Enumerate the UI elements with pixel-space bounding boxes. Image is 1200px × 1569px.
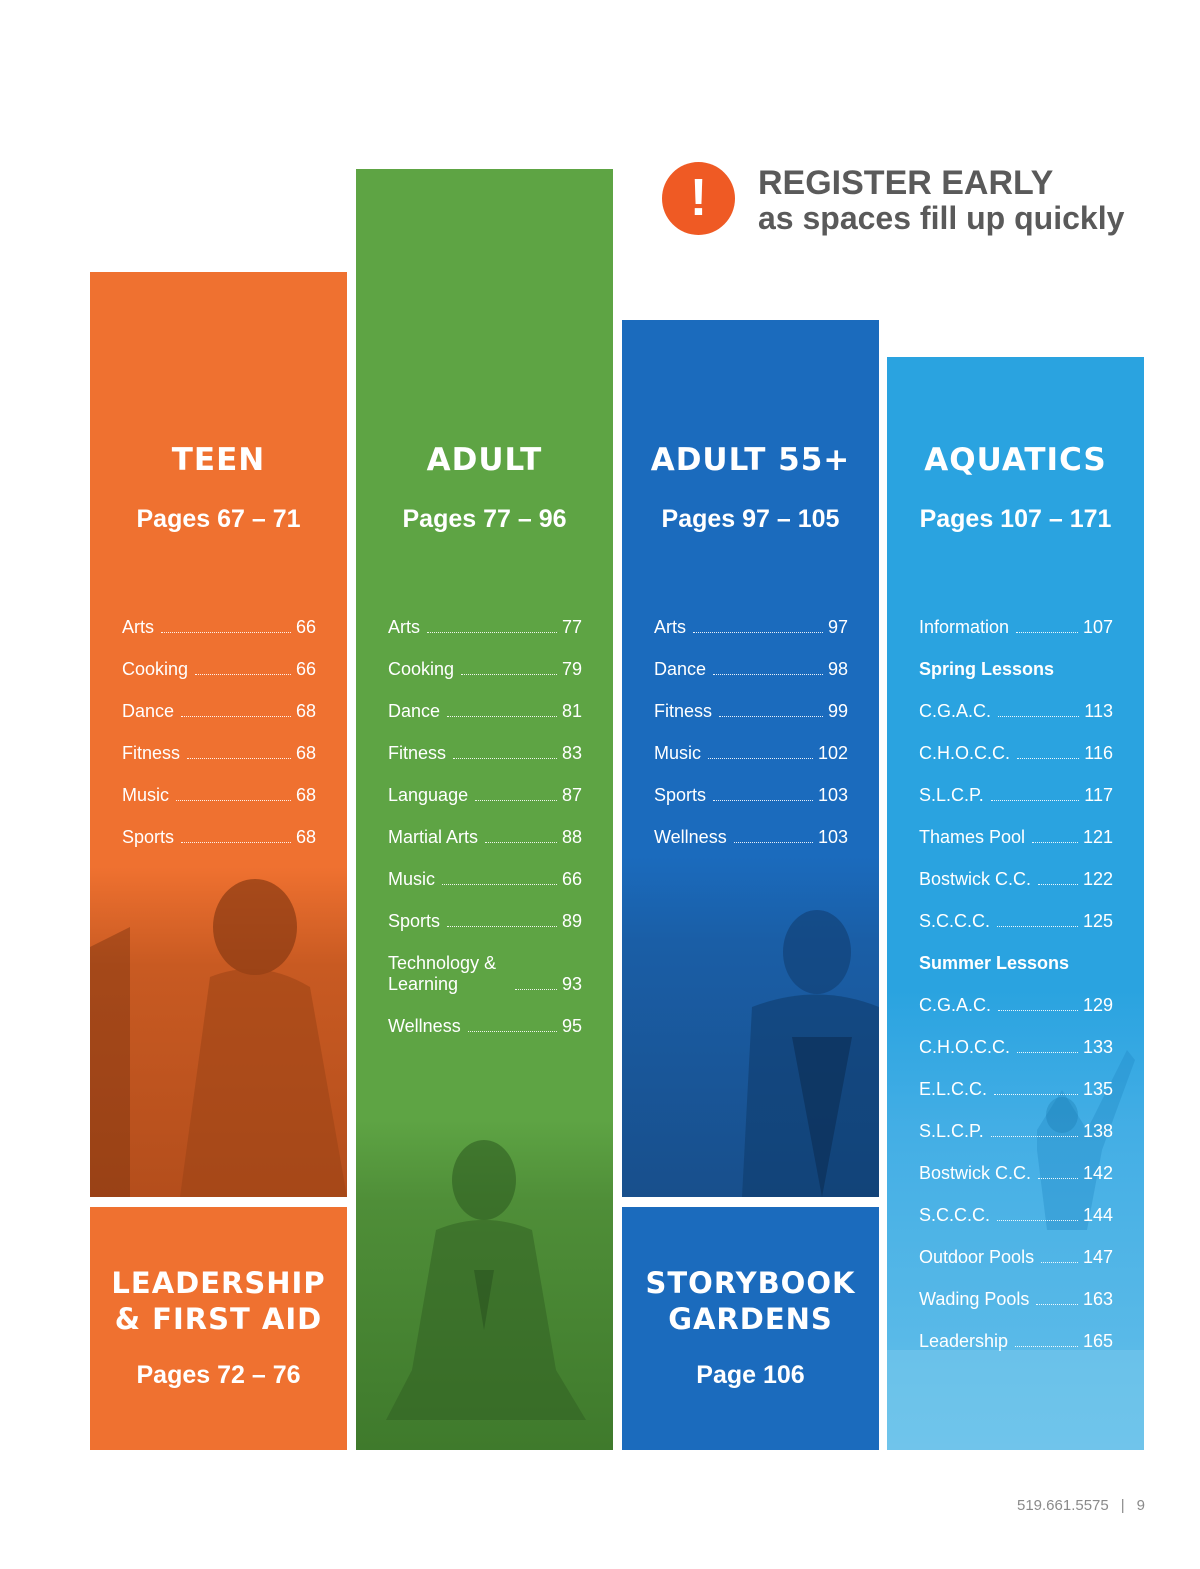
toc-item[interactable]: Dance 81 bbox=[388, 701, 582, 721]
aquatics-column: AQUATICS Pages 107 – 171 Information 107 … bbox=[887, 357, 1144, 1450]
toc-item[interactable]: C.H.O.C.C. 133 bbox=[919, 1037, 1113, 1057]
adult55-title: ADULT 55+ bbox=[650, 442, 851, 478]
toc-item[interactable]: Bostwick C.C. 122 bbox=[919, 869, 1113, 889]
adult-column: ADULT Pages 77 – 96 Arts 77 Cooking 79 Dan… bbox=[356, 169, 613, 1450]
storybook-gardens-box[interactable]: STORYBOOK GARDENS Page 106 bbox=[622, 1207, 879, 1450]
toc-item[interactable]: Music 102 bbox=[654, 743, 848, 763]
teen-toc: Arts 66 Cooking 66 Dance 68 Fitness 68 Music… bbox=[122, 596, 316, 848]
toc-item[interactable]: Arts 66 bbox=[122, 617, 316, 637]
aquatics-pages: Pages 107 – 171 bbox=[919, 505, 1112, 533]
toc-item[interactable]: Arts 97 bbox=[654, 617, 848, 637]
toc-item[interactable]: Sports 89 bbox=[388, 911, 582, 931]
adult55-figure-silhouette bbox=[742, 910, 879, 1197]
toc-item[interactable]: Bostwick C.C. 142 bbox=[919, 1163, 1113, 1183]
toc-item[interactable]: S.C.C.C. 125 bbox=[919, 911, 1113, 931]
toc-item[interactable]: Thames Pool 121 bbox=[919, 827, 1113, 847]
adult55-photo bbox=[622, 857, 879, 1197]
aquatics-toc: Information 107 Spring Lessons C.G.A.C. 11… bbox=[919, 596, 1113, 1352]
spring-lessons-heading: Spring Lessons bbox=[919, 659, 1055, 679]
leadership-first-aid-box[interactable]: LEADERSHIP & FIRST AID Pages 72 – 76 bbox=[90, 1207, 347, 1450]
register-early-notice: ! REGISTER EARLY as spaces fill up quick… bbox=[662, 162, 1162, 242]
storybook-pages: Page 106 bbox=[696, 1361, 805, 1389]
toc-item[interactable]: Wellness 95 bbox=[388, 1016, 582, 1036]
notice-heading: REGISTER EARLY bbox=[758, 164, 1054, 202]
toc-item[interactable]: S.L.C.P. 117 bbox=[919, 785, 1113, 805]
toc-item[interactable]: C.H.O.C.C. 116 bbox=[919, 743, 1113, 763]
toc-item[interactable]: C.G.A.C. 113 bbox=[919, 701, 1113, 721]
toc-item[interactable]: Martial Arts 88 bbox=[388, 827, 582, 847]
toc-item[interactable]: Dance 98 bbox=[654, 659, 848, 679]
toc-item[interactable]: Language 87 bbox=[388, 785, 582, 805]
aquatics-photo bbox=[887, 990, 1144, 1450]
adult-pages: Pages 77 – 96 bbox=[402, 505, 567, 533]
toc-item[interactable]: Cooking 66 bbox=[122, 659, 316, 679]
toc-item[interactable]: Sports 68 bbox=[122, 827, 316, 847]
adult-toc: Arts 77 Cooking 79 Dance 81 Fitness 83 Langu… bbox=[388, 596, 582, 1037]
toc-item[interactable]: Fitness 68 bbox=[122, 743, 316, 763]
adult55-toc: Arts 97 Dance 98 Fitness 99 Music 102 Sports… bbox=[654, 596, 848, 848]
toc-item[interactable]: E.L.C.C. 135 bbox=[919, 1079, 1113, 1099]
teen-pages: Pages 67 – 71 bbox=[136, 505, 301, 533]
toc-item[interactable]: Music 66 bbox=[388, 869, 582, 889]
adult55-column: ADULT 55+ Pages 97 – 105 Arts 97 Dance 98 … bbox=[622, 320, 879, 1197]
leadership-pages: Pages 72 – 76 bbox=[136, 1361, 301, 1389]
adult-photo bbox=[356, 1120, 613, 1450]
adult-title: ADULT bbox=[426, 442, 543, 478]
footer-separator: | bbox=[1120, 1497, 1125, 1514]
toc-item[interactable]: Wading Pools 163 bbox=[919, 1289, 1113, 1309]
storybook-title: STORYBOOK GARDENS bbox=[645, 1266, 856, 1336]
toc-item[interactable]: Dance 68 bbox=[122, 701, 316, 721]
toc-item[interactable]: Leadership 165 bbox=[919, 1331, 1113, 1351]
summer-lessons-heading: Summer Lessons bbox=[919, 953, 1070, 973]
toc-item-information[interactable]: Information 107 bbox=[919, 617, 1113, 637]
adult55-pages: Pages 97 – 105 bbox=[661, 505, 840, 533]
exclamation-icon: ! bbox=[662, 162, 735, 235]
toc-item[interactable]: Arts 77 bbox=[388, 617, 582, 637]
teen-photo bbox=[90, 867, 347, 1197]
toc-item[interactable]: Fitness 83 bbox=[388, 743, 582, 763]
teen-figure-silhouette bbox=[90, 879, 347, 1197]
teen-title: TEEN bbox=[171, 442, 266, 478]
toc-item[interactable]: Outdoor Pools 147 bbox=[919, 1247, 1113, 1267]
toc-item[interactable]: Cooking 79 bbox=[388, 659, 582, 679]
toc-item[interactable]: Music 68 bbox=[122, 785, 316, 805]
aquatics-title: AQUATICS bbox=[924, 442, 1107, 478]
toc-item[interactable]: S.L.C.P. 138 bbox=[919, 1121, 1113, 1141]
leadership-title: LEADERSHIP & FIRST AID bbox=[111, 1266, 326, 1336]
page-number: 9 bbox=[1136, 1497, 1145, 1514]
toc-item[interactable]: Technology & Learning 93 bbox=[388, 953, 582, 994]
adult-figure-silhouette bbox=[386, 1140, 586, 1420]
toc-item[interactable]: Fitness 99 bbox=[654, 701, 848, 721]
phone-number: 519.661.5575 bbox=[1016, 1497, 1109, 1514]
toc-item[interactable]: Wellness 103 bbox=[654, 827, 848, 847]
toc-item[interactable]: S.C.C.C. 144 bbox=[919, 1205, 1113, 1225]
teen-column: TEEN Pages 67 – 71 Arts 66 Cooking 66 Danc… bbox=[90, 272, 347, 1197]
aquatics-figure-silhouette bbox=[887, 1050, 1144, 1450]
notice-subheading: as spaces fill up quickly bbox=[758, 200, 1125, 236]
toc-item[interactable]: C.G.A.C. 129 bbox=[919, 995, 1113, 1015]
toc-item[interactable]: Sports 103 bbox=[654, 785, 848, 805]
page-footer: 519.661.5575 | 9 bbox=[1017, 1497, 1145, 1514]
